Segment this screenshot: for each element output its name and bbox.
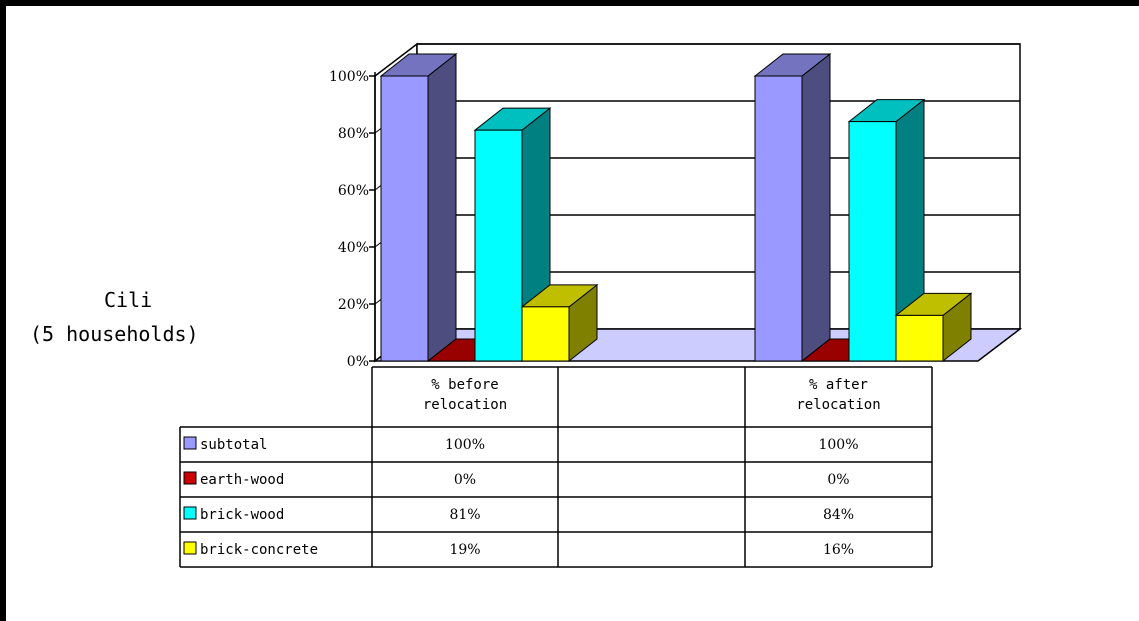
data-label: 0% [454, 472, 476, 488]
bar [848, 121, 897, 362]
bar-side [427, 52, 457, 363]
y-tick-label: 40% [338, 240, 369, 256]
x-category-label: % after [809, 377, 868, 393]
bar [380, 75, 429, 362]
gridline-side [374, 43, 418, 77]
y-tick-label: 80% [338, 126, 369, 142]
legend-label: earth-wood [200, 472, 284, 488]
legend-swatch [183, 541, 197, 555]
data-label: 84% [823, 507, 854, 523]
bar [521, 306, 570, 362]
bar-side [801, 52, 831, 363]
data-label: 81% [449, 507, 480, 523]
y-tick-label: 60% [338, 183, 369, 199]
legend-swatch [183, 436, 197, 450]
bar [754, 75, 803, 362]
data-label: 100% [445, 437, 485, 453]
y-tick-label: 20% [338, 297, 369, 313]
data-label: 19% [449, 542, 480, 558]
x-category-label: relocation [423, 397, 507, 413]
legend-label: subtotal [200, 437, 267, 453]
data-label: 16% [823, 542, 854, 558]
x-category-label: relocation [796, 397, 880, 413]
chart-side-title: Cili [104, 288, 153, 312]
x-category-label: % before [431, 377, 498, 393]
bar [474, 129, 523, 362]
y-tick-label: 0% [347, 354, 369, 370]
legend-swatch [183, 506, 197, 520]
legend-label: brick-wood [200, 507, 284, 523]
chart-side-subtitle: (5 households) [30, 322, 199, 346]
data-label: 100% [818, 437, 858, 453]
data-label: 0% [827, 472, 849, 488]
bar [895, 314, 944, 362]
y-tick-label: 100% [329, 69, 369, 85]
legend-label: brick-concrete [200, 542, 318, 558]
legend-swatch [183, 471, 197, 485]
